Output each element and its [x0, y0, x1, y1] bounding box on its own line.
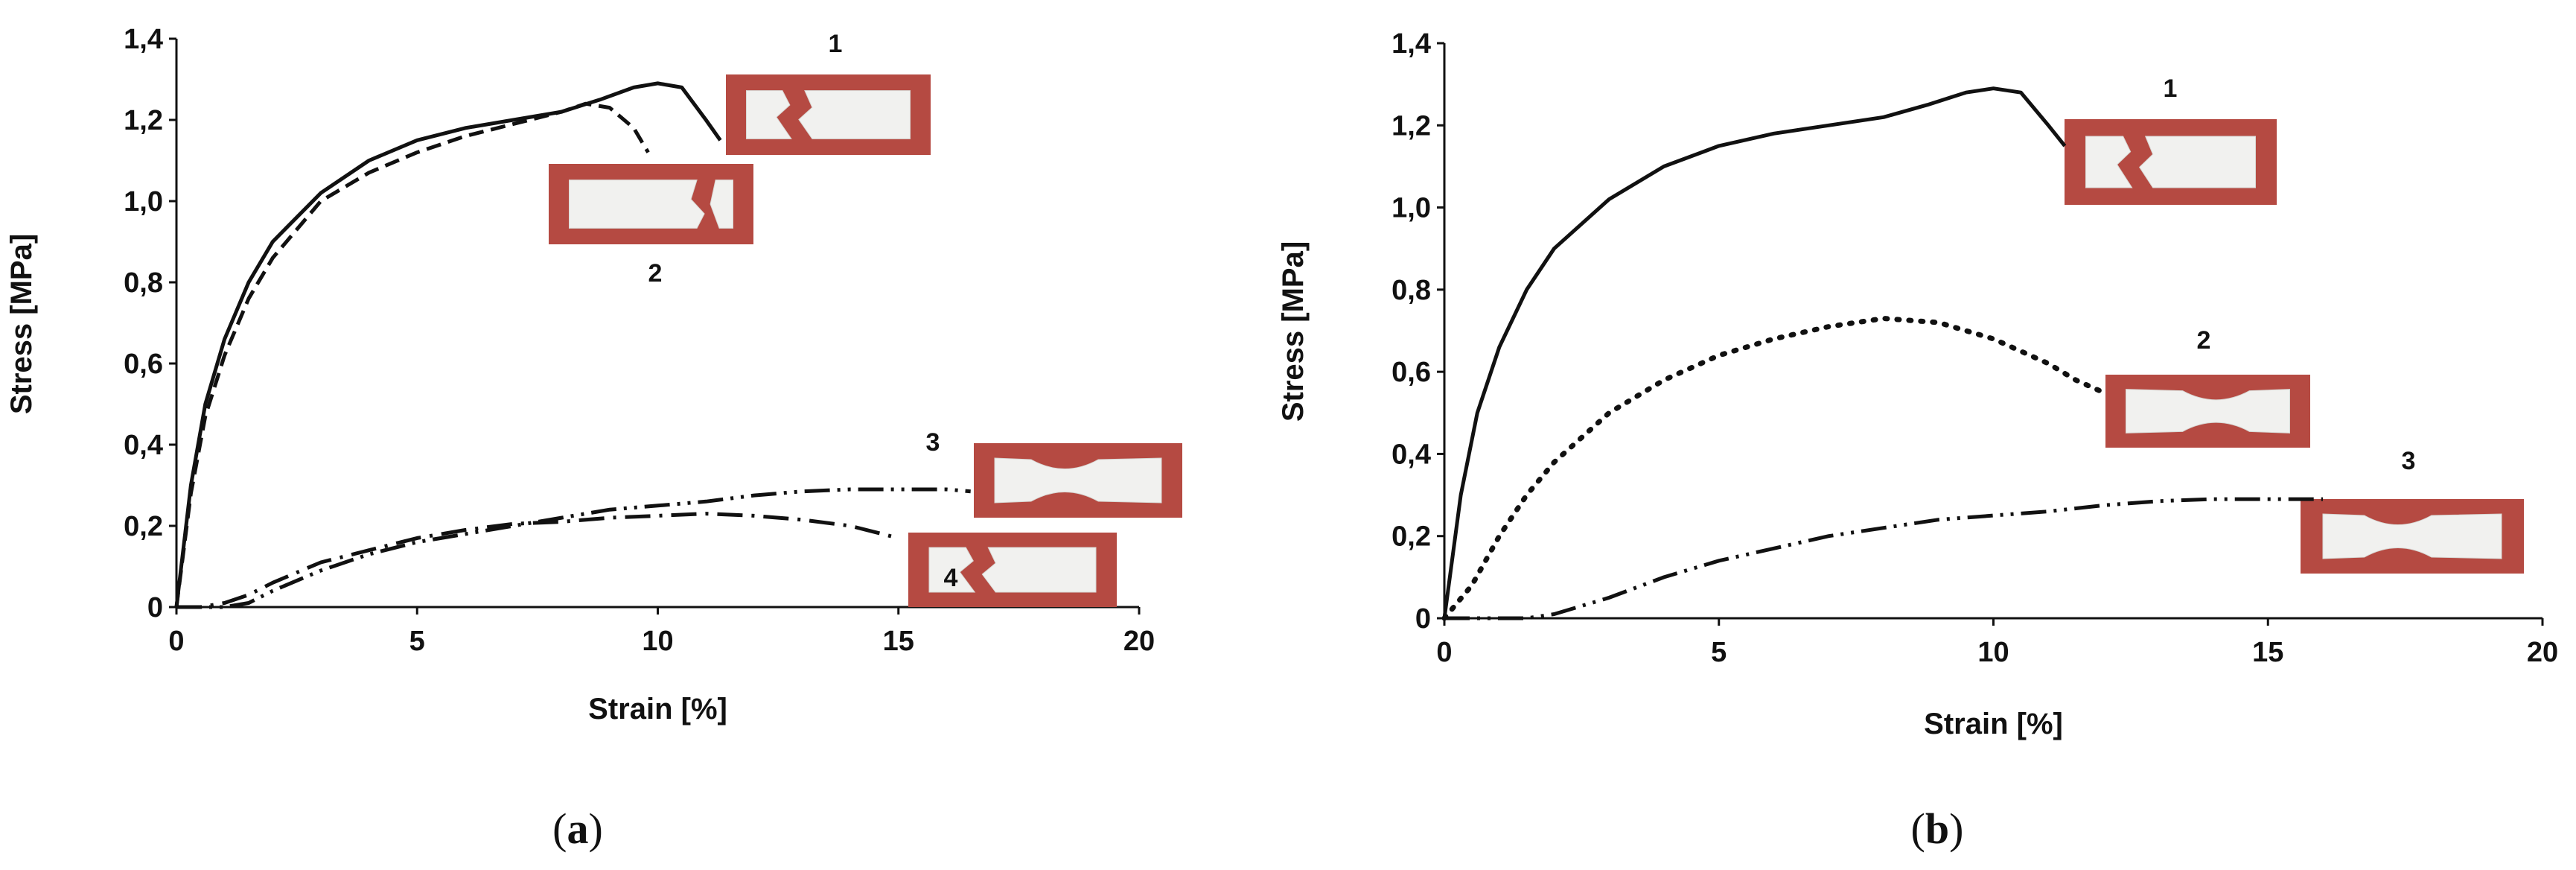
y-tick-label: 0,8	[124, 267, 163, 299]
series-line-3	[176, 487, 971, 609]
specimen-photo	[549, 164, 753, 244]
y-tick-label: 1,2	[124, 105, 163, 136]
y-tick-label: 1,0	[1391, 193, 1431, 224]
specimen-photo	[974, 443, 1182, 518]
x-tick-label: 10	[642, 626, 673, 657]
series-line-2	[174, 101, 650, 608]
y-tick-label: 1,0	[124, 186, 163, 218]
specimen-strip	[2085, 136, 2256, 188]
specimen-strip	[569, 180, 733, 229]
y-tick-label: 1,2	[1391, 110, 1431, 142]
y-tick-label: 0,6	[1391, 357, 1431, 388]
panel-caption: (b)	[1911, 804, 1964, 853]
series-label-2: 2	[648, 259, 663, 288]
y-tick-label: 0,8	[1391, 275, 1431, 306]
specimen-strip	[928, 547, 1097, 593]
specimen-photo	[2065, 119, 2277, 205]
y-axis-title: Stress [MPa]	[5, 234, 38, 414]
series-line-2	[1441, 316, 2106, 621]
specimen-photo	[726, 74, 931, 155]
y-tick-label: 0,2	[124, 511, 163, 542]
x-tick-label: 20	[2527, 637, 2558, 668]
x-tick-label: 15	[2252, 637, 2283, 668]
x-tick-label: 15	[883, 626, 914, 657]
y-axis-title: Stress [MPa]	[1277, 241, 1310, 422]
series-label-1: 1	[829, 30, 843, 58]
series-line-3	[1444, 497, 2323, 620]
x-axis-title: Strain [%]	[1924, 708, 2063, 740]
x-tick-label: 5	[1711, 637, 1727, 668]
x-tick-label: 10	[1977, 637, 2009, 668]
chart-panel-b: 0 5 10 15 20 0 0,2 0,4 0,6 0,8 1,0 1,2 1,4 Strain [%]…	[1277, 28, 2558, 853]
series-label-3: 3	[2402, 447, 2416, 475]
y-tick-label: 0,4	[124, 430, 163, 461]
series-line-1	[174, 81, 722, 608]
y-tick-label: 1,4	[1391, 28, 1431, 60]
chart-panel-a: 0 5 10 15 20 0 0,2 0,4 0,6 0,8 1,0 1,2 1,4 Strain [%]…	[5, 24, 1182, 853]
specimen-photo	[2105, 375, 2310, 448]
series-label-3: 3	[926, 428, 940, 457]
y-tick-label: 0,6	[124, 349, 163, 380]
series-label-1: 1	[2164, 74, 2178, 103]
specimen-strip	[994, 457, 1162, 504]
specimen-photo	[2301, 499, 2524, 574]
y-tick-label: 0	[147, 592, 163, 623]
y-tick-label: 0,2	[1391, 521, 1431, 553]
series-line-4	[176, 512, 899, 609]
series-label-2: 2	[2197, 326, 2211, 355]
panel-caption: (a)	[552, 804, 603, 853]
specimen-strip	[2126, 389, 2290, 434]
x-tick-label: 5	[409, 626, 425, 657]
x-axis-title: Strain [%]	[588, 693, 727, 725]
specimen-photo	[908, 533, 1117, 607]
series-line-1	[1442, 86, 2067, 619]
x-tick-label: 20	[1123, 626, 1155, 657]
series-label-4: 4	[944, 564, 958, 592]
y-tick-label: 0,4	[1391, 439, 1431, 470]
specimen-strip	[746, 90, 911, 139]
x-tick-label: 0	[168, 626, 184, 657]
y-tick-label: 1,4	[124, 24, 163, 55]
x-tick-label: 0	[1436, 637, 1452, 668]
specimen-strip	[2322, 513, 2502, 559]
y-tick-label: 0	[1415, 603, 1431, 635]
